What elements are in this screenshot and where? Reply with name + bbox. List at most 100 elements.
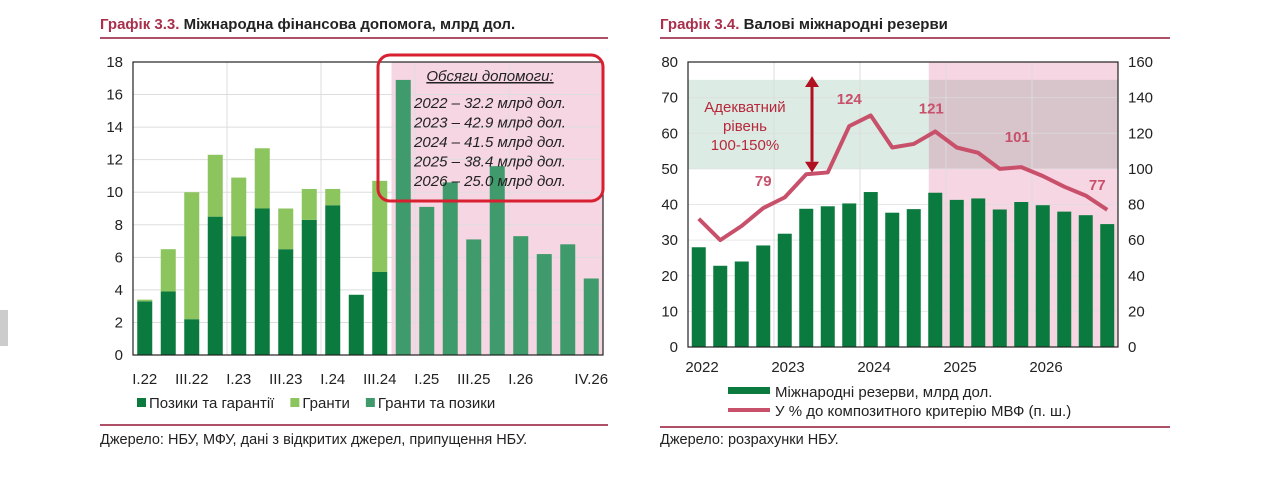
reserves-bar bbox=[863, 192, 878, 347]
left-y-tick-label: 40 bbox=[661, 197, 678, 214]
bar-Гранти-та-позики bbox=[419, 206, 435, 355]
right-y-tick-label: 20 bbox=[1128, 303, 1145, 320]
left-y-tick-label: 80 bbox=[661, 54, 678, 71]
left-chart-title: Графік 3.3. Міжнародна фінансова допомог… bbox=[100, 16, 516, 33]
bar-Гранти-та-позики bbox=[395, 79, 411, 356]
arrow-head-up bbox=[805, 76, 819, 87]
x-tick-label: I.26 bbox=[508, 371, 533, 388]
reserves-bar bbox=[756, 245, 771, 347]
reserves-bar bbox=[1057, 211, 1072, 347]
legend-label: Позики та гарантії bbox=[149, 395, 275, 412]
x-tick-label: III.25 bbox=[457, 371, 490, 388]
reserves-bar bbox=[906, 209, 921, 347]
right-y-tick-label: 60 bbox=[1128, 232, 1145, 249]
reserves-bar bbox=[1035, 205, 1050, 347]
x-tick-label: I.22 bbox=[132, 371, 157, 388]
reserves-bar bbox=[1100, 224, 1115, 347]
divider bbox=[660, 37, 1170, 39]
y-tick-label: 18 bbox=[106, 54, 123, 71]
bar-Позики-та-гарантії bbox=[254, 208, 270, 355]
bar-Позики-та-гарантії bbox=[348, 294, 364, 355]
y-tick-label: 4 bbox=[115, 282, 123, 299]
x-tick-label: I.23 bbox=[226, 371, 251, 388]
bar-Гранти-та-позики bbox=[560, 244, 576, 355]
adequate-band-forecast bbox=[928, 79, 1118, 169]
bar-Гранти bbox=[160, 249, 176, 292]
reserves-bar bbox=[777, 233, 792, 347]
x-tick-label: 2026 bbox=[1029, 359, 1062, 376]
reserves-bar bbox=[1014, 202, 1029, 347]
x-tick-label: I.25 bbox=[414, 371, 439, 388]
reserves-bar bbox=[820, 206, 835, 347]
x-tick-label: III.23 bbox=[269, 371, 302, 388]
bar-Позики-та-гарантії bbox=[278, 249, 294, 355]
bar-Позики-та-гарантії bbox=[184, 319, 200, 355]
bar-Позики-та-гарантії bbox=[372, 271, 388, 355]
y-tick-label: 0 bbox=[115, 347, 123, 364]
left-y-tick-label: 20 bbox=[661, 268, 678, 285]
side-tab[interactable] bbox=[0, 310, 8, 346]
bar-Гранти-та-позики bbox=[442, 182, 458, 355]
bar-Гранти-та-позики bbox=[489, 166, 505, 355]
bar-Гранти-та-позики bbox=[513, 236, 529, 355]
y-tick-label: 10 bbox=[106, 184, 123, 201]
bar-Гранти bbox=[372, 180, 388, 272]
bar-Гранти bbox=[254, 148, 270, 209]
annotation-line: 2024 – 41.5 млрд дол. bbox=[413, 134, 566, 151]
bar-Гранти-та-позики bbox=[583, 278, 599, 355]
x-tick-label: III.24 bbox=[363, 371, 396, 388]
arrow-head-down bbox=[805, 161, 819, 173]
point-label: 77 bbox=[1089, 177, 1106, 194]
x-tick-label: I.24 bbox=[320, 371, 345, 388]
bar-Гранти-та-позики bbox=[536, 254, 552, 355]
reserves-bar bbox=[1078, 215, 1093, 347]
legend-label: Міжнародні резерви, млрд дол. bbox=[775, 384, 992, 401]
bar-Позики-та-гарантії bbox=[207, 216, 223, 355]
right-y-tick-label: 160 bbox=[1128, 54, 1153, 71]
imf-criterion-line bbox=[697, 113, 1109, 243]
bar-Гранти bbox=[137, 299, 153, 302]
legend-swatch bbox=[290, 398, 300, 407]
bar-Позики-та-гарантії bbox=[137, 301, 153, 355]
divider bbox=[100, 37, 608, 39]
reserves-bar bbox=[885, 212, 900, 347]
legend-swatch bbox=[137, 398, 146, 407]
y-tick-label: 12 bbox=[106, 152, 123, 169]
reserves-bar bbox=[949, 199, 964, 347]
point-label: 101 bbox=[1005, 129, 1030, 146]
annotation-line: 2023 – 42.9 млрд дол. bbox=[413, 115, 566, 132]
right-y-tick-label: 80 bbox=[1128, 197, 1145, 214]
annotation-line: 2025 – 38.4 млрд дол. bbox=[413, 154, 566, 171]
bar-Позики-та-гарантії bbox=[160, 291, 176, 355]
legend-label: Гранти bbox=[302, 395, 350, 412]
y-tick-label: 2 bbox=[115, 314, 123, 331]
reserves-bar bbox=[842, 203, 857, 347]
x-tick-label: IV.26 bbox=[574, 371, 608, 388]
bar-Гранти bbox=[301, 188, 317, 220]
bar-Позики-та-гарантії bbox=[231, 236, 247, 355]
left-source: Джерело: НБУ, МФУ, дані з відкритих джер… bbox=[100, 432, 528, 448]
annotation-line: рівень bbox=[723, 118, 767, 135]
left-y-tick-label: 0 bbox=[670, 339, 678, 356]
annotation-box bbox=[376, 53, 605, 203]
bar-Гранти bbox=[278, 208, 294, 250]
reserves-bar bbox=[691, 247, 706, 347]
bar-Гранти bbox=[231, 177, 247, 237]
y-tick-label: 14 bbox=[106, 119, 123, 136]
left-y-tick-label: 70 bbox=[661, 90, 678, 107]
bar-Гранти-та-позики bbox=[466, 239, 482, 355]
adequate-band bbox=[688, 79, 929, 169]
plot-frame bbox=[132, 61, 604, 356]
x-tick-label: 2022 bbox=[685, 359, 718, 376]
legend-swatch bbox=[365, 398, 375, 407]
bar-Позики-та-гарантії bbox=[301, 219, 317, 355]
annotation-line: Адекватний bbox=[704, 99, 785, 116]
right-y-tick-label: 0 bbox=[1128, 339, 1136, 356]
right-y-tick-label: 100 bbox=[1128, 161, 1153, 178]
bar-Гранти bbox=[207, 154, 223, 217]
y-tick-label: 6 bbox=[115, 249, 123, 266]
legend-label: У % до композитного критерію МВФ (п. ш.) bbox=[775, 403, 1071, 420]
bar-Гранти bbox=[325, 188, 341, 206]
annotation-line: 100-150% bbox=[711, 137, 779, 154]
